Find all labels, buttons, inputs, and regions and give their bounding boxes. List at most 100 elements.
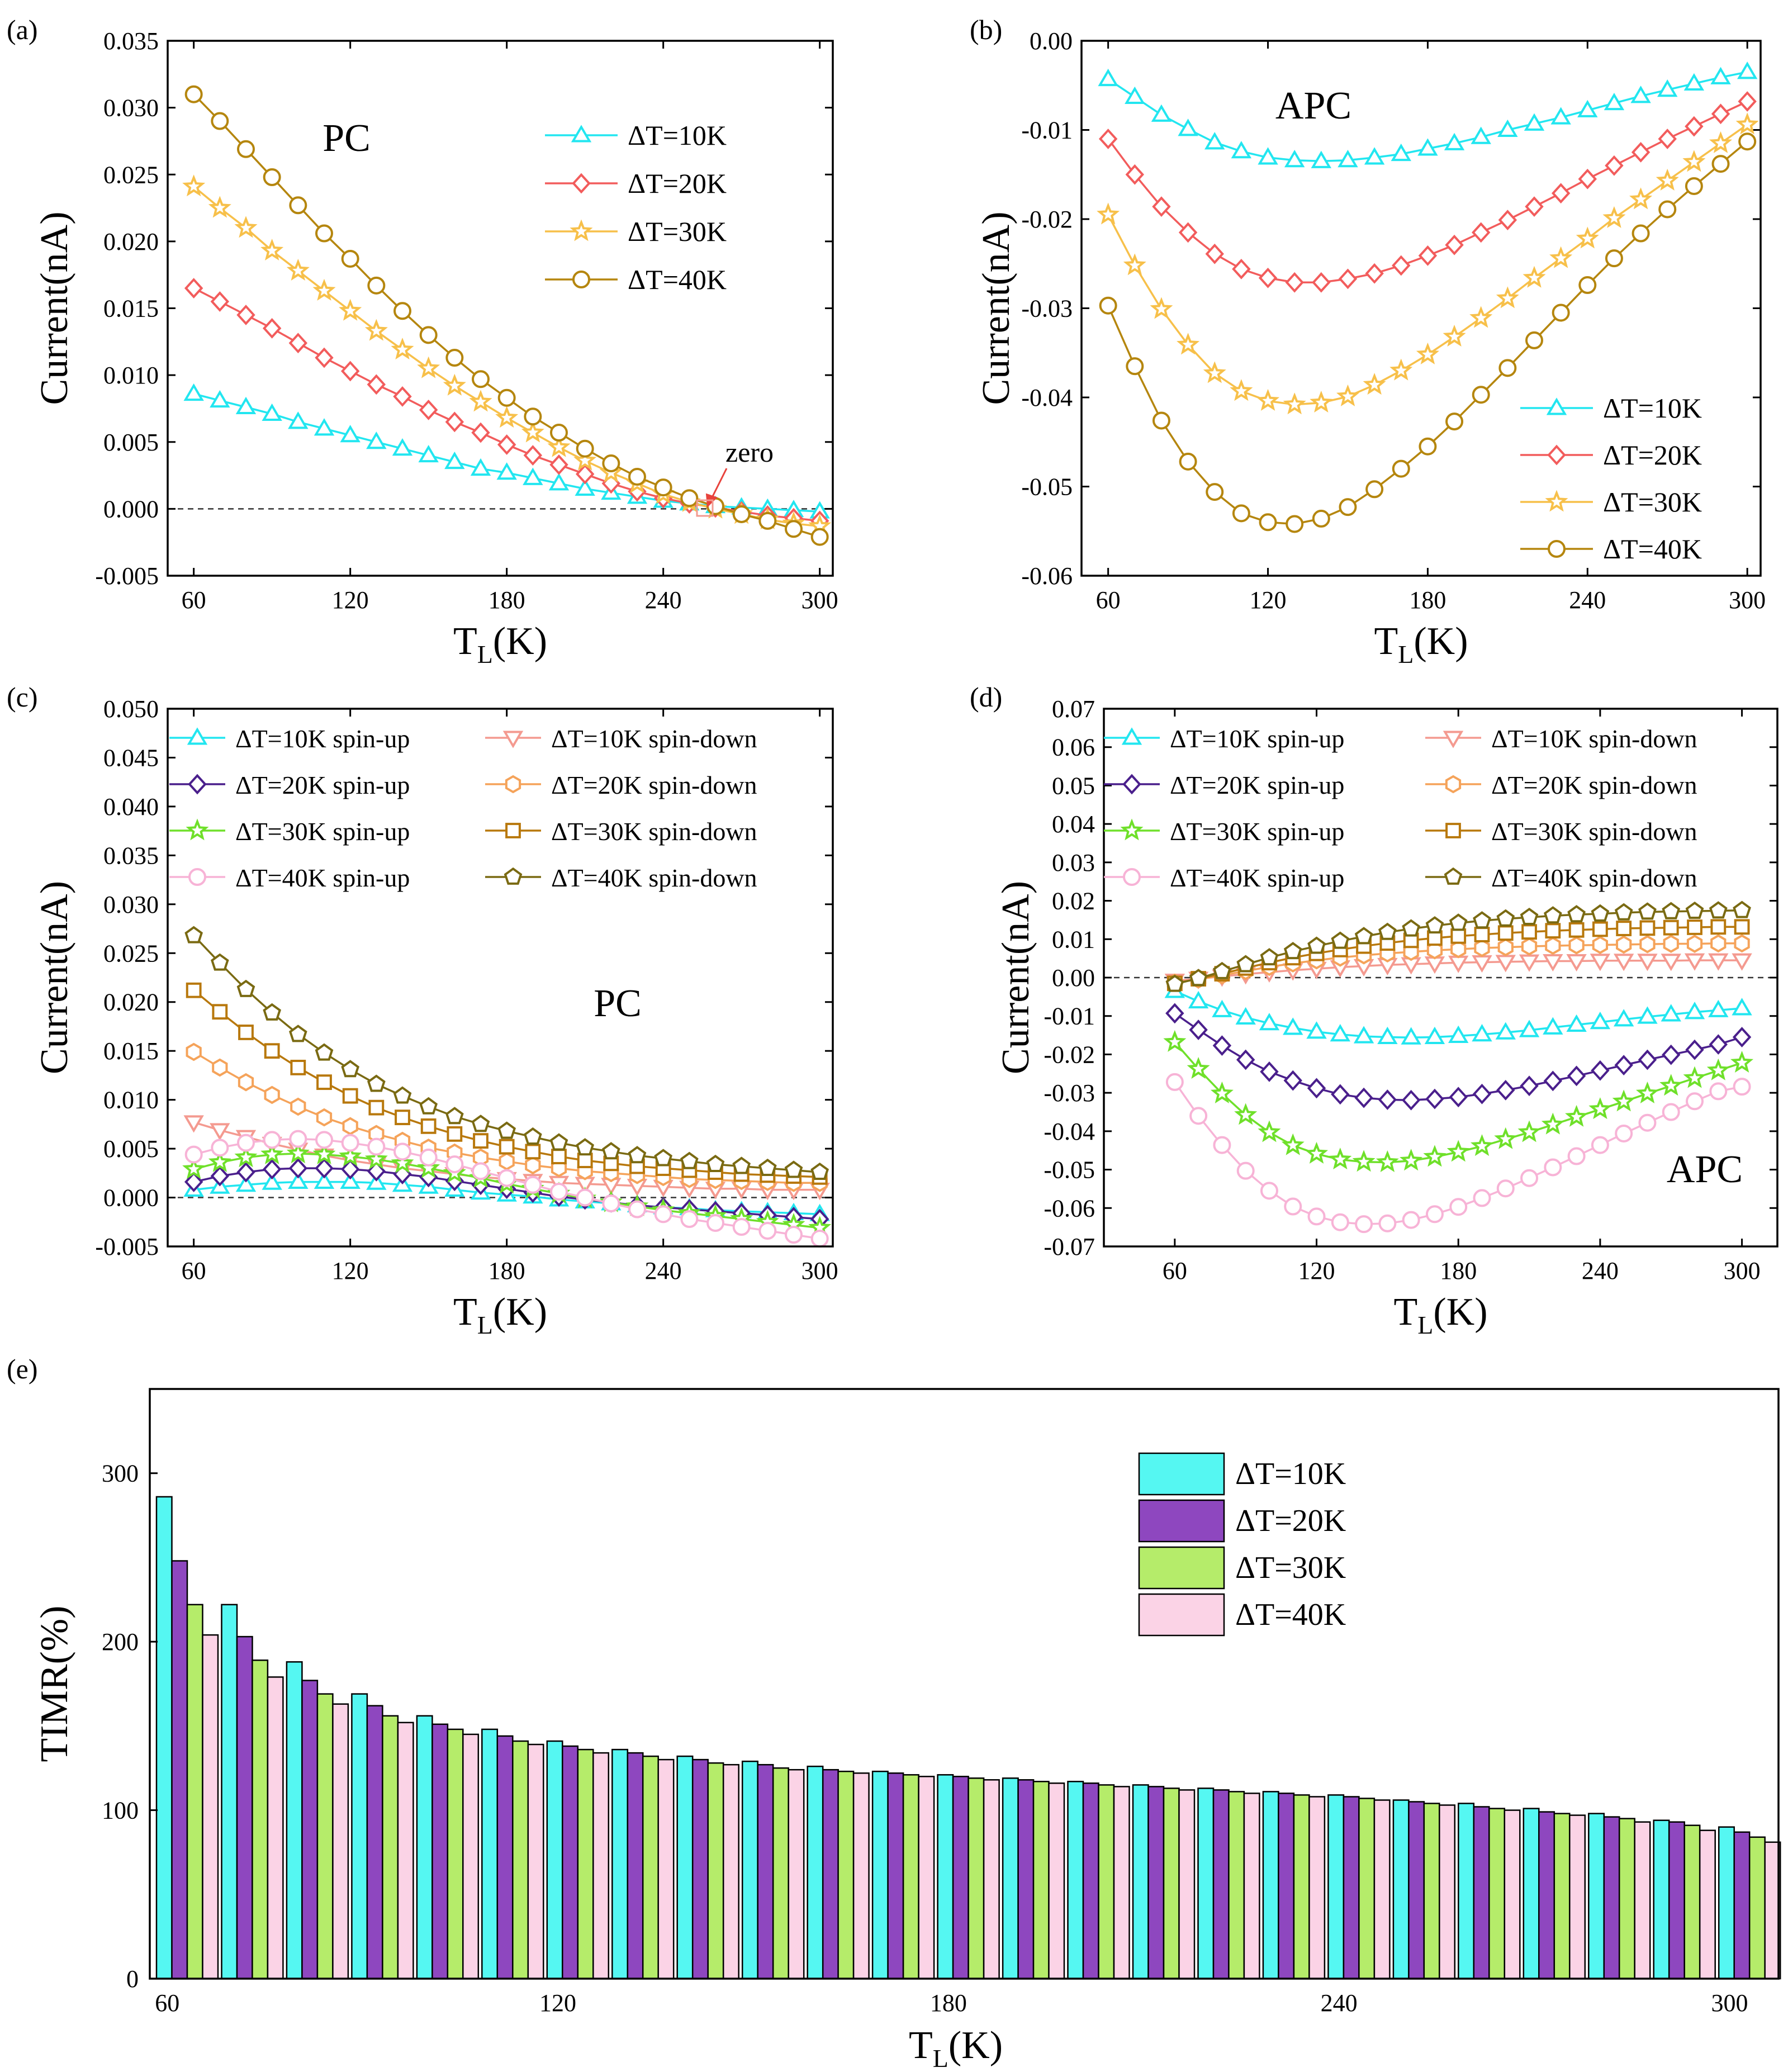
data-point: [235, 396, 257, 415]
legend-label: ΔT=10K spin-down: [551, 724, 757, 753]
data-point: [1568, 922, 1585, 938]
data-point: [1305, 1141, 1329, 1164]
data-point: [1283, 392, 1306, 415]
data-point: [1565, 1104, 1588, 1127]
y-tick-label: 0.06: [1052, 734, 1095, 761]
legend-entry: ΔT=20K spin-up: [1104, 771, 1344, 799]
legend-label: ΔT=30K: [1235, 1551, 1346, 1585]
legend-label: ΔT=30K spin-up: [1170, 817, 1344, 846]
y-tick-label: 0.00: [1030, 27, 1073, 55]
data-point: [184, 1145, 203, 1164]
data-point: [1521, 937, 1538, 956]
y-tick-label: 0.040: [103, 793, 159, 821]
bar: [416, 1715, 433, 1980]
legend-entry: ΔT=20K spin-down: [1425, 771, 1697, 799]
data-point: [1496, 1179, 1515, 1198]
bar: [267, 1676, 284, 1980]
data-point: [1204, 132, 1225, 150]
bar: [546, 1740, 563, 1980]
bar: [1373, 1799, 1391, 1980]
y-tick-label: 0.050: [103, 695, 159, 723]
data-point: [1591, 1136, 1609, 1154]
legend-marker: [186, 818, 209, 841]
x-tick-label: 300: [801, 586, 838, 614]
bar: [722, 1763, 739, 1980]
data-point: [445, 349, 464, 367]
legend-label: ΔT=10K spin-up: [1170, 724, 1344, 753]
data-point: [1498, 210, 1517, 230]
data-point: [472, 370, 490, 388]
data-point: [1151, 104, 1172, 122]
data-point: [395, 1110, 410, 1126]
data-point: [286, 258, 310, 281]
data-point: [573, 448, 597, 471]
data-point: [1686, 935, 1703, 953]
x-tick-label: 120: [332, 1257, 369, 1284]
bar: [186, 1604, 203, 1980]
data-point: [1683, 73, 1705, 91]
bar: [1197, 1787, 1215, 1980]
data-point: [1178, 118, 1198, 136]
data-point: [1378, 1089, 1397, 1110]
data-point: [1449, 913, 1468, 931]
data-point: [1576, 226, 1599, 249]
data-point: [315, 1043, 334, 1061]
data-point: [210, 291, 230, 312]
x-tick-label: 300: [801, 1257, 838, 1284]
data-point: [1150, 297, 1173, 319]
bar: [611, 1748, 629, 1980]
data-point: [1331, 1213, 1349, 1231]
bar: [852, 1772, 870, 1980]
data-point: [1658, 200, 1677, 219]
data-point: [1658, 129, 1677, 149]
data-point: [238, 1073, 254, 1092]
x-axis-title-unit: (K): [948, 2024, 1003, 2067]
y-tick-label: 0.005: [103, 429, 159, 456]
data-point: [1310, 391, 1333, 413]
series--T-40K-spin-up: [184, 1130, 829, 1248]
y-tick-label: -0.03: [1044, 1079, 1095, 1107]
data-point: [418, 445, 439, 463]
data-point: [1283, 1070, 1302, 1091]
data-point: [1179, 452, 1197, 471]
legend-marker: [1548, 540, 1566, 558]
bar: [562, 1745, 579, 1980]
data-point: [1520, 1169, 1539, 1187]
bar: [1358, 1798, 1376, 1980]
y-tick-label: 0.045: [103, 744, 159, 771]
data-point: [419, 1097, 438, 1115]
y-tick-label: 0.035: [103, 842, 159, 869]
data-point: [290, 1097, 306, 1116]
data-point: [238, 1025, 254, 1040]
data-point: [524, 1175, 542, 1194]
data-point: [367, 374, 386, 395]
panel-a: (a) -0.005 0.000 0.005 0.010 0.015 0.020 0.025 0…: [7, 14, 838, 668]
x-tick-label: 180: [930, 1989, 967, 2017]
legend-label: ΔT=10K: [628, 120, 727, 151]
y-tick-label: 0.05: [1052, 772, 1095, 799]
data-point: [1684, 1002, 1705, 1020]
legend-entry: ΔT=10K spin-down: [485, 724, 757, 753]
data-point: [1737, 61, 1758, 79]
data-point: [447, 1126, 463, 1142]
data-point: [1732, 1027, 1752, 1047]
data-point: [1364, 147, 1385, 165]
data-point: [366, 432, 387, 449]
legend-label: ΔT=30K: [628, 216, 727, 247]
y-axis-title: Current(nA): [994, 881, 1037, 1074]
x-tick-label: 180: [489, 586, 525, 614]
x-tick-label: 120: [332, 586, 369, 614]
data-point: [184, 1172, 203, 1192]
bar: [1523, 1808, 1540, 1980]
data-point: [1098, 129, 1118, 149]
data-point: [1662, 1103, 1680, 1121]
data-point: [1283, 1017, 1303, 1035]
data-point: [1730, 1050, 1754, 1073]
bar: [1132, 1784, 1149, 1980]
data-point: [1638, 902, 1657, 920]
data-point: [367, 276, 386, 295]
legend-entry: ΔT=30K spin-down: [1425, 817, 1697, 846]
data-point: [235, 1174, 257, 1192]
data-point: [1639, 920, 1656, 936]
data-point: [1473, 911, 1491, 929]
